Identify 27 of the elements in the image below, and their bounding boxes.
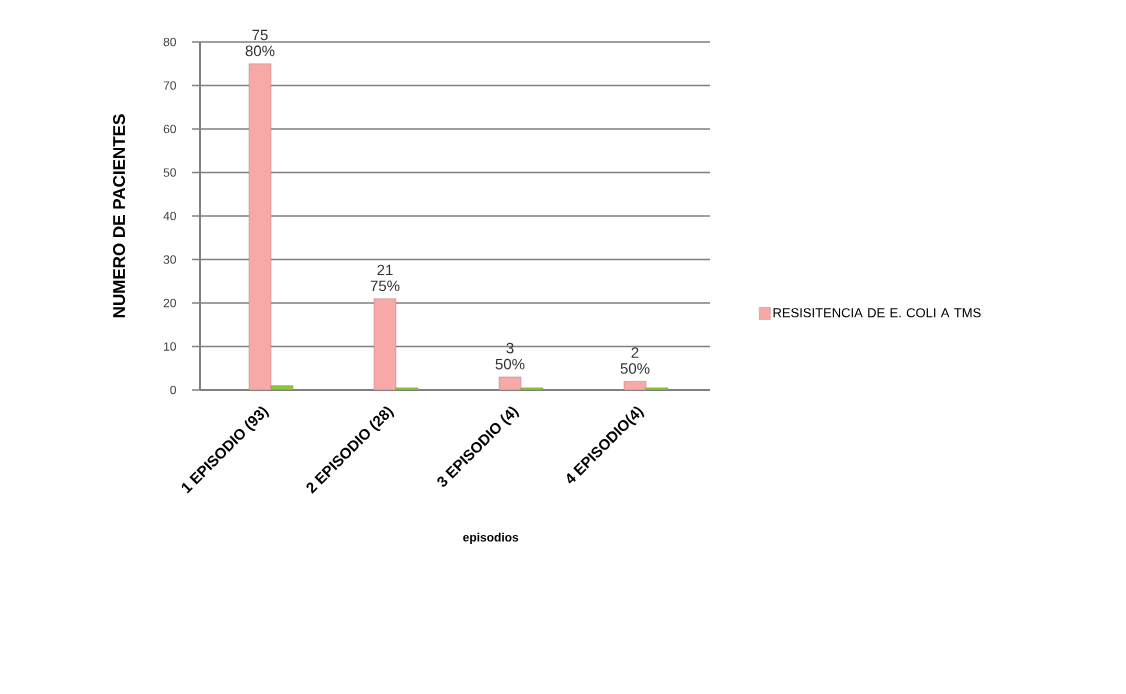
y-tick-label: 80 — [163, 37, 176, 47]
data-label: 21 — [377, 264, 393, 276]
annotation: 50% — [620, 363, 650, 374]
legend-label: RESISITENCIA DE E. COLI A TMS — [773, 308, 981, 318]
y-tick-label: 50 — [163, 168, 176, 177]
bar — [498, 376, 522, 391]
annotation: 75% — [370, 280, 400, 292]
y-tick-label: 30 — [163, 255, 176, 264]
bar — [270, 385, 294, 391]
y-tick-label: 60 — [163, 124, 176, 134]
y-axis-title: NUMERO DE PACIENTES — [113, 114, 126, 318]
annotation: 80% — [245, 45, 275, 57]
x-axis-title: episodios — [463, 532, 519, 544]
bar — [248, 63, 272, 391]
y-tick-label: 70 — [163, 81, 176, 90]
y-tick-label: 0 — [170, 385, 177, 395]
y-tick-label: 40 — [163, 211, 176, 221]
y-tick-label: 20 — [163, 298, 176, 308]
bar — [395, 387, 419, 391]
y-tick-label: 10 — [164, 342, 176, 351]
bar — [520, 387, 544, 391]
data-label: 2 — [631, 347, 639, 358]
bar — [645, 387, 669, 391]
bar — [373, 298, 397, 391]
data-label: 75 — [252, 29, 268, 41]
annotation: 50% — [495, 358, 525, 370]
bar — [623, 381, 647, 391]
